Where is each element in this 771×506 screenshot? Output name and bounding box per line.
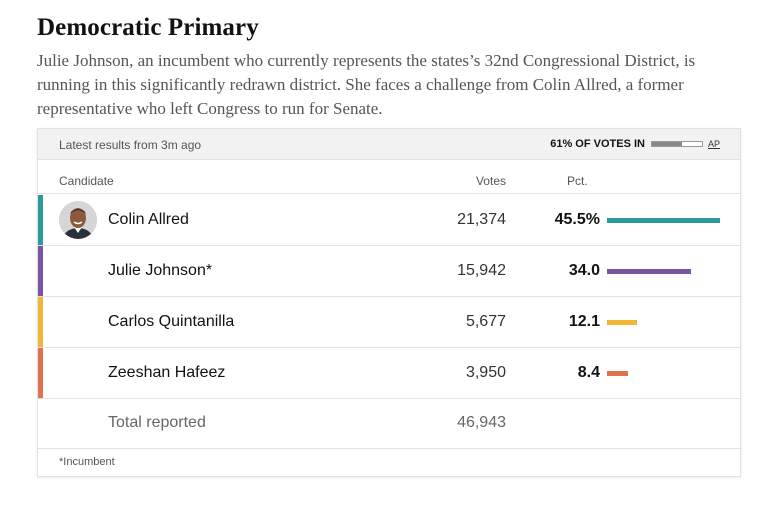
votes-in-progress-bar [650, 141, 703, 147]
votes-in-progress-fill [651, 142, 683, 146]
column-header-pct: Pct. [567, 174, 588, 188]
candidate-row: Carlos Quintanilla 5,677 12.1 [38, 297, 740, 348]
candidate-pct-bar [607, 218, 720, 223]
candidate-row: Julie Johnson* 15,942 34.0 [38, 246, 740, 297]
incumbent-footnote: *Incumbent [59, 456, 115, 468]
candidate-color-stripe [38, 246, 43, 296]
latest-results-timestamp: Latest results from 3m ago [59, 138, 202, 152]
race-description: Julie Johnson, an incumbent who currentl… [37, 51, 696, 118]
candidate-row: Zeeshan Hafeez 3,950 8.4 [38, 348, 740, 399]
candidate-name: Colin Allred [108, 211, 189, 228]
page-title: Democratic Primary [37, 14, 259, 41]
candidate-name: Julie Johnson* [108, 262, 213, 279]
candidate-pct-bar [607, 320, 637, 325]
total-row: Total reported 46,943 [38, 398, 740, 449]
candidate-pct: 12.1 [568, 313, 600, 330]
candidate-pct-bar [607, 269, 691, 274]
total-label: Total reported [108, 414, 206, 431]
candidate-votes: 15,942 [457, 262, 506, 279]
candidate-votes: 3,950 [465, 364, 506, 381]
candidate-votes: 5,677 [465, 313, 506, 330]
candidate-color-stripe [38, 297, 43, 347]
column-header-votes: Votes [475, 174, 506, 188]
table-header: Candidate Votes Pct. [38, 160, 740, 194]
candidate-votes: 21,374 [457, 211, 506, 228]
candidate-pct: 45.5% [554, 211, 600, 228]
candidate-name: Carlos Quintanilla [108, 313, 235, 330]
candidate-pct: 34.0 [568, 262, 600, 279]
candidate-pct-bar [607, 371, 628, 376]
votes-in-label: 61% OF VOTES IN [550, 138, 645, 150]
candidate-name: Zeeshan Hafeez [108, 364, 226, 381]
candidate-color-stripe [38, 195, 43, 245]
candidate-row: Colin Allred 21,374 45.5% [38, 195, 740, 246]
candidate-photo [59, 201, 97, 239]
votes-in-indicator: 61% OF VOTES IN AP [550, 138, 720, 150]
total-votes: 46,943 [457, 414, 506, 431]
candidate-color-stripe [38, 348, 43, 398]
column-header-candidate: Candidate [59, 174, 114, 188]
results-table: Latest results from 3m ago 61% OF VOTES … [37, 128, 741, 477]
source-link[interactable]: AP [707, 139, 720, 149]
candidate-pct: 8.4 [577, 364, 600, 381]
results-status-bar: Latest results from 3m ago 61% OF VOTES … [38, 129, 740, 160]
